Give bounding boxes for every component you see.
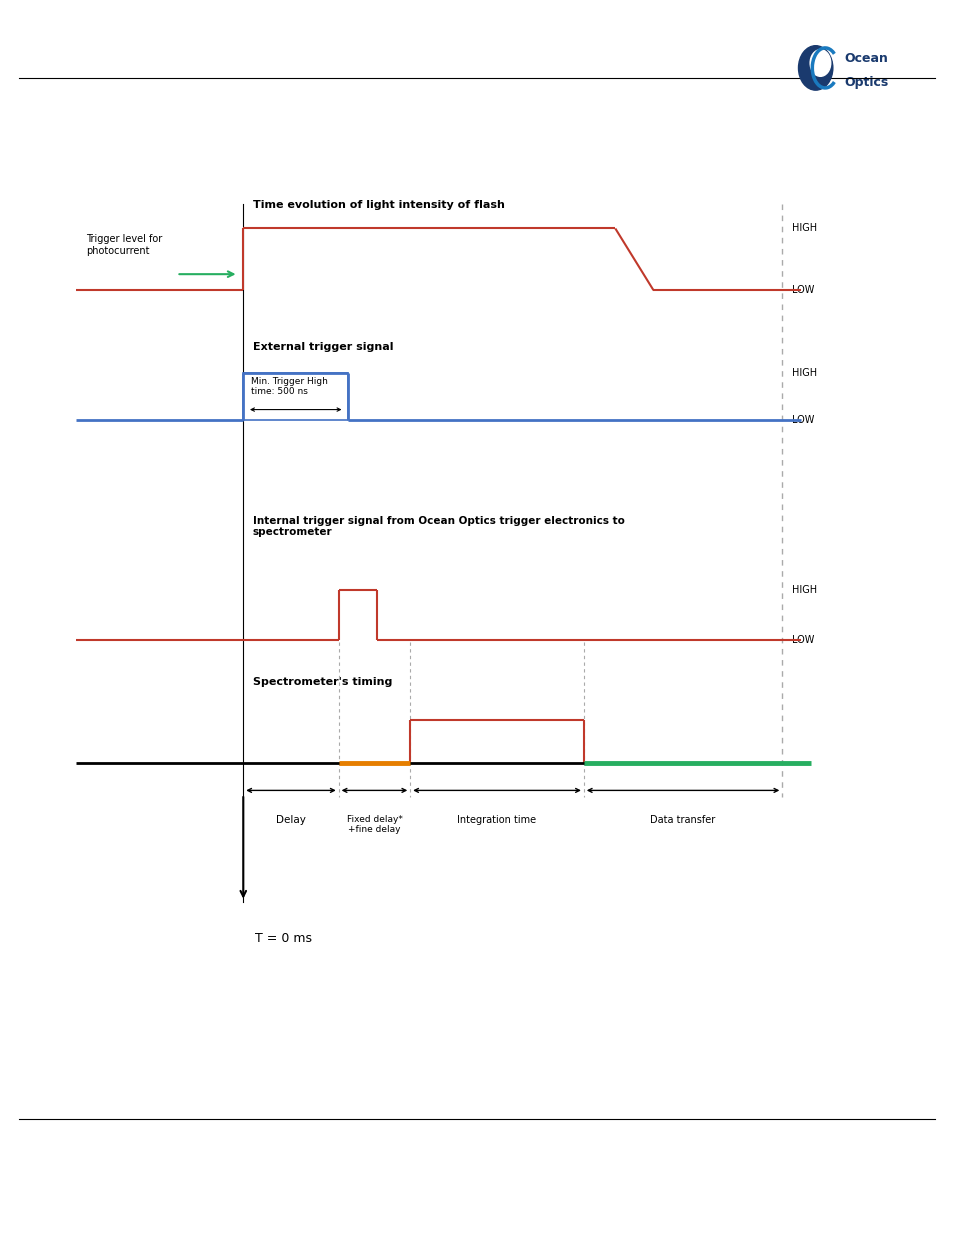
Text: Trigger level for
photocurrent: Trigger level for photocurrent [86,235,162,256]
Text: Fixed delay*
+fine delay: Fixed delay* +fine delay [346,815,402,835]
Text: HIGH: HIGH [791,585,816,595]
Text: LOW: LOW [791,285,813,295]
Text: Data transfer: Data transfer [650,815,715,825]
Text: Ocean: Ocean [843,52,887,64]
Text: HIGH: HIGH [791,224,816,233]
Text: Internal trigger signal from Ocean Optics trigger electronics to
spectrometer: Internal trigger signal from Ocean Optic… [253,516,624,537]
Circle shape [809,49,830,77]
Bar [243,373,348,420]
Circle shape [798,46,832,90]
Text: External trigger signal: External trigger signal [253,342,393,352]
Text: Time evolution of light intensity of flash: Time evolution of light intensity of fla… [253,200,504,210]
Text: T = 0 ms: T = 0 ms [254,932,312,946]
Text: LOW: LOW [791,635,813,645]
Text: Min. Trigger High
time: 500 ns: Min. Trigger High time: 500 ns [251,377,328,396]
Text: Integration time: Integration time [457,815,536,825]
Text: LOW: LOW [791,415,813,425]
Text: Spectrometer's timing: Spectrometer's timing [253,677,392,687]
Text: HIGH: HIGH [791,368,816,378]
Text: Optics: Optics [843,77,887,89]
Text: Delay: Delay [275,815,306,825]
